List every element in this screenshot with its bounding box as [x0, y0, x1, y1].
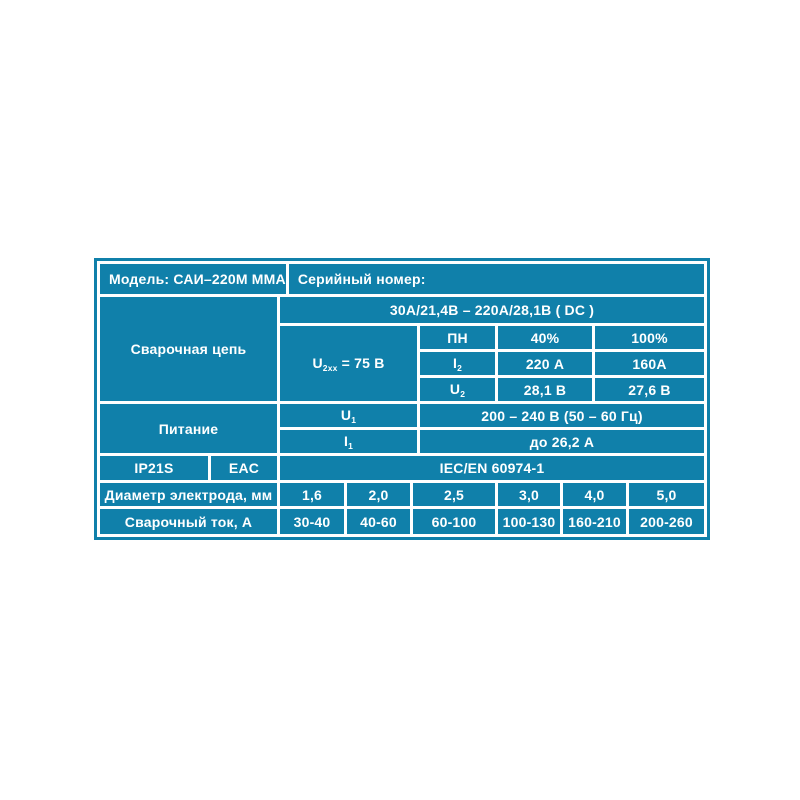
u1-row: U1 200 – 240 В (50 – 60 Гц) — [280, 404, 704, 427]
u2-symbol: U2 — [420, 378, 495, 401]
voltage-u2-row: U2 28,1 В 27,6 В — [420, 378, 704, 401]
welding-circuit-band: Сварочная цепь 30А/21,4В – 220А/28,1В ( … — [100, 297, 704, 401]
spec-plate: Модель: САИ–220М ММА Серийный номер: Сва… — [94, 258, 710, 540]
current-i2-row: I2 220 А 160А — [420, 352, 704, 375]
power-label: Питание — [100, 404, 277, 453]
current-value: 200-260 — [629, 509, 704, 534]
u2-at-40: 28,1 В — [498, 378, 592, 401]
u1-symbol: U1 — [280, 404, 417, 427]
duty-40-header: 40% — [498, 326, 592, 349]
no-load-voltage-cell: U2xx = 75 В — [280, 326, 417, 401]
i2-at-40: 220 А — [498, 352, 592, 375]
welding-circuit-label: Сварочная цепь — [100, 297, 277, 401]
power-content: U1 200 – 240 В (50 – 60 Гц) I1 до 26,2 А — [280, 404, 704, 453]
no-load-voltage-symbol: U2xx = 75 В — [312, 354, 385, 373]
u1-value: 200 – 240 В (50 – 60 Гц) — [420, 404, 704, 427]
model-cell: Модель: САИ–220М ММА — [100, 264, 286, 294]
duty-cycle-header-row: ПН 40% 100% — [420, 326, 704, 349]
duty-100-header: 100% — [595, 326, 704, 349]
welding-current-row: Сварочный ток, А 30-40 40-60 60-100 100-… — [100, 509, 704, 534]
electrode-value: 3,0 — [498, 483, 560, 506]
i1-symbol: I1 — [280, 430, 417, 453]
power-band: Питание U1 200 – 240 В (50 – 60 Гц) I1 д… — [100, 404, 704, 453]
current-value: 60-100 — [413, 509, 495, 534]
welding-current-label: Сварочный ток, А — [100, 509, 277, 534]
current-value: 100-130 — [498, 509, 560, 534]
serial-number-cell: Серийный номер: — [288, 264, 704, 294]
electrode-diameter-row: Диаметр электрода, мм 1,6 2,0 2,5 3,0 4,… — [100, 483, 704, 506]
electrode-value: 5,0 — [629, 483, 704, 506]
current-value: 30-40 — [280, 509, 344, 534]
output-range-cell: 30А/21,4В – 220А/28,1В ( DC ) — [280, 297, 704, 323]
header-row: Модель: САИ–220М ММА Серийный номер: — [100, 264, 704, 294]
electrode-value: 2,0 — [347, 483, 410, 506]
eac-mark-cell: EAC — [211, 456, 277, 480]
electrode-value: 1,6 — [280, 483, 344, 506]
certification-row: IP21S EAC IEC/EN 60974-1 — [100, 456, 704, 480]
i2-at-100: 160А — [595, 352, 704, 375]
u2-at-100: 27,6 В — [595, 378, 704, 401]
electrode-value: 4,0 — [563, 483, 626, 506]
i2-symbol: I2 — [420, 352, 495, 375]
current-value: 40-60 — [347, 509, 410, 534]
electrode-diameter-label: Диаметр электрода, мм — [100, 483, 277, 506]
ip-rating-cell: IP21S — [100, 456, 208, 480]
i1-row: I1 до 26,2 А — [280, 430, 704, 453]
electrode-value: 2,5 — [413, 483, 495, 506]
duty-cycle-header: ПН — [420, 326, 495, 349]
standard-cell: IEC/EN 60974-1 — [280, 456, 704, 480]
duty-cycle-block: U2xx = 75 В ПН 40% 100% I2 220 А 160А — [280, 326, 704, 401]
i1-value: до 26,2 А — [420, 430, 704, 453]
current-value: 160-210 — [563, 509, 626, 534]
welding-circuit-content: 30А/21,4В – 220А/28,1В ( DC ) U2xx = 75 … — [280, 297, 704, 401]
duty-cycle-table: ПН 40% 100% I2 220 А 160А U2 — [420, 326, 704, 401]
